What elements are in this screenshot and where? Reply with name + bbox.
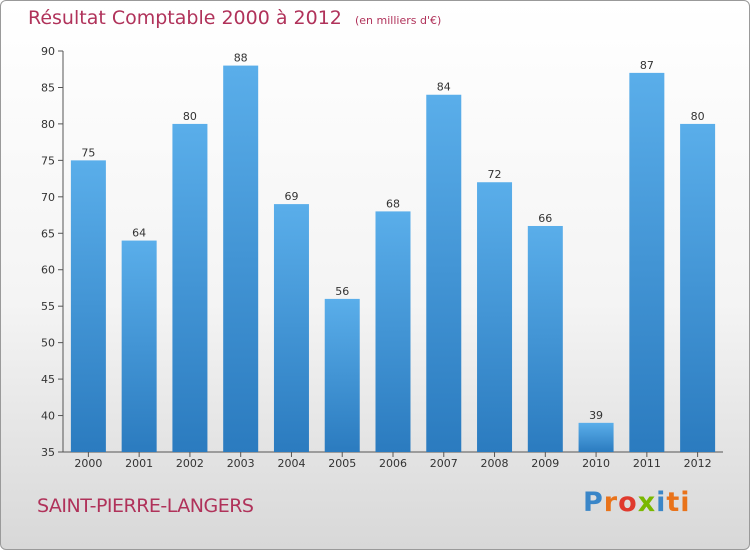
logo-letter-5: i [656, 487, 667, 518]
bar-2001 [121, 240, 157, 452]
data-label-2006: 68 [386, 197, 400, 210]
proxiti-logo: Proxiti [583, 487, 691, 518]
chart-title-main: Résultat Comptable 2000 à 2012 [28, 7, 342, 29]
x-tick-label-2010: 2010 [582, 457, 610, 470]
data-label-2003: 88 [234, 52, 248, 65]
y-tick-label: 35 [41, 446, 55, 459]
bar-2011 [629, 72, 665, 452]
logo-letter-4: x [637, 487, 657, 518]
bar-2005 [324, 298, 360, 452]
data-label-2012: 80 [691, 110, 705, 123]
data-label-2010: 39 [589, 409, 603, 422]
x-tick-label-2003: 2003 [227, 457, 255, 470]
data-label-2000: 75 [81, 146, 95, 159]
y-tick-label: 70 [41, 191, 55, 204]
data-label-2011: 87 [640, 59, 654, 72]
bar-2009 [527, 225, 563, 452]
y-tick-label: 65 [41, 227, 55, 240]
data-label-2008: 72 [488, 168, 502, 181]
chart-title: Résultat Comptable 2000 à 2012 (en milli… [28, 7, 441, 29]
y-tick-label: 85 [41, 81, 55, 94]
x-tick-label-2005: 2005 [328, 457, 356, 470]
y-tick-label: 50 [41, 337, 55, 350]
bar-2008 [477, 182, 513, 452]
y-tick-label: 60 [41, 264, 55, 277]
place-name: SAINT-PIERRE-LANGERS [37, 495, 254, 517]
data-label-2009: 66 [538, 212, 552, 225]
bar-2006 [375, 211, 411, 452]
data-label-2001: 64 [132, 227, 146, 240]
logo-letter-3: o [618, 487, 638, 518]
y-tick-label: 45 [41, 373, 55, 386]
y-tick-label: 40 [41, 410, 55, 423]
data-label-2007: 84 [437, 81, 451, 94]
y-tick-label: 55 [41, 300, 55, 313]
x-tick-label-2002: 2002 [176, 457, 204, 470]
bar-2010 [578, 422, 614, 452]
data-label-2005: 56 [335, 285, 349, 298]
x-tick-label-2009: 2009 [531, 457, 559, 470]
bar-2004 [273, 204, 309, 452]
logo-letter-2: r [603, 487, 619, 518]
x-tick-label-2000: 2000 [74, 457, 102, 470]
bar-2002 [172, 123, 208, 452]
y-tick-label: 80 [41, 118, 55, 131]
chart-unit-label: (en milliers d'€) [354, 14, 442, 27]
data-label-2004: 69 [284, 190, 298, 203]
bar-2003 [223, 65, 259, 452]
x-tick-label-2006: 2006 [379, 457, 407, 470]
data-label-2002: 80 [183, 110, 197, 123]
y-tick-label: 90 [41, 45, 55, 58]
x-tick-label-2011: 2011 [633, 457, 661, 470]
x-tick-label-2008: 2008 [481, 457, 509, 470]
bar-2012 [680, 123, 716, 452]
logo-letter-1: P [583, 487, 604, 518]
x-tick-label-2001: 2001 [125, 457, 153, 470]
logo-letter-6: ti [666, 487, 691, 518]
x-tick-label-2012: 2012 [684, 457, 712, 470]
bar-2007 [426, 94, 462, 452]
bar-2000 [70, 160, 106, 452]
x-tick-label-2004: 2004 [277, 457, 305, 470]
y-tick-label: 75 [41, 154, 55, 167]
x-tick-label-2007: 2007 [430, 457, 458, 470]
